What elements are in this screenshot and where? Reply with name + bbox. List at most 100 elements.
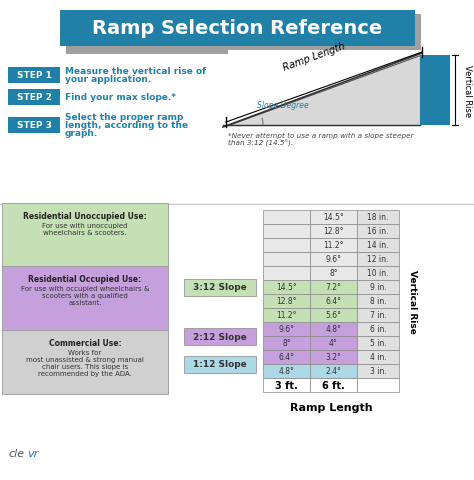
FancyBboxPatch shape xyxy=(357,211,399,225)
Text: Ramp Length: Ramp Length xyxy=(282,41,346,73)
FancyBboxPatch shape xyxy=(8,118,60,134)
FancyBboxPatch shape xyxy=(2,266,168,330)
FancyBboxPatch shape xyxy=(263,239,310,252)
Text: Measure the vertical rise of: Measure the vertical rise of xyxy=(65,67,206,76)
Text: Select the proper ramp: Select the proper ramp xyxy=(65,113,183,122)
Polygon shape xyxy=(228,56,420,126)
FancyBboxPatch shape xyxy=(184,279,256,296)
FancyBboxPatch shape xyxy=(357,323,399,336)
Text: Commercial Use:: Commercial Use: xyxy=(49,338,121,347)
FancyBboxPatch shape xyxy=(2,204,168,267)
FancyBboxPatch shape xyxy=(263,364,310,378)
Text: 16 in.: 16 in. xyxy=(367,227,389,236)
FancyBboxPatch shape xyxy=(263,266,310,280)
Text: 12 in.: 12 in. xyxy=(367,255,389,264)
Text: 6 in.: 6 in. xyxy=(370,325,386,334)
Text: STEP 3: STEP 3 xyxy=(17,121,52,130)
FancyBboxPatch shape xyxy=(184,328,256,345)
Text: Ramp Length: Ramp Length xyxy=(290,402,372,412)
FancyBboxPatch shape xyxy=(357,350,399,364)
Text: 9.6°: 9.6° xyxy=(326,255,341,264)
FancyBboxPatch shape xyxy=(310,323,357,336)
FancyBboxPatch shape xyxy=(310,225,357,239)
Text: length, according to the: length, according to the xyxy=(65,121,188,130)
Text: Slope Degree: Slope Degree xyxy=(257,101,309,110)
Text: 4 in.: 4 in. xyxy=(370,353,386,362)
Text: 3:12 Slope: 3:12 Slope xyxy=(193,283,247,292)
Text: Works for
most unassisted & strong manual
chair users. This slope is
recommended: Works for most unassisted & strong manua… xyxy=(26,349,144,376)
Text: 11.2°: 11.2° xyxy=(323,241,344,250)
FancyBboxPatch shape xyxy=(310,336,357,350)
FancyBboxPatch shape xyxy=(357,280,399,294)
FancyBboxPatch shape xyxy=(310,211,357,225)
FancyBboxPatch shape xyxy=(8,90,60,106)
Text: 12.8°: 12.8° xyxy=(276,297,297,306)
Text: 8 in.: 8 in. xyxy=(370,297,386,306)
Text: 3 ft.: 3 ft. xyxy=(275,380,298,390)
Text: Residential Unoccupied Use:: Residential Unoccupied Use: xyxy=(23,212,147,220)
FancyBboxPatch shape xyxy=(357,225,399,239)
Text: 5.6°: 5.6° xyxy=(326,311,341,320)
FancyBboxPatch shape xyxy=(263,336,310,350)
Text: 2:12 Slope: 2:12 Slope xyxy=(193,332,247,341)
FancyBboxPatch shape xyxy=(310,294,357,308)
Text: Vertical Rise: Vertical Rise xyxy=(409,269,418,333)
FancyBboxPatch shape xyxy=(357,239,399,252)
Text: *Never attempt to use a ramp with a slope steeper
than 3:12 (14.5°).: *Never attempt to use a ramp with a slop… xyxy=(228,133,414,147)
Text: Find your max slope.*: Find your max slope.* xyxy=(65,93,176,102)
Text: 5 in.: 5 in. xyxy=(370,339,386,348)
FancyBboxPatch shape xyxy=(263,252,310,266)
FancyBboxPatch shape xyxy=(310,266,357,280)
FancyBboxPatch shape xyxy=(263,308,310,323)
Text: 2.4°: 2.4° xyxy=(326,367,341,376)
Text: STEP 2: STEP 2 xyxy=(17,93,52,102)
Text: 10 in.: 10 in. xyxy=(367,269,389,278)
Text: cle: cle xyxy=(8,448,24,458)
FancyBboxPatch shape xyxy=(310,350,357,364)
Text: 4.8°: 4.8° xyxy=(326,325,341,334)
FancyBboxPatch shape xyxy=(310,280,357,294)
Text: 4.8°: 4.8° xyxy=(279,367,294,376)
Text: graph.: graph. xyxy=(65,129,98,138)
Text: 9.6°: 9.6° xyxy=(279,325,294,334)
Text: 14 in.: 14 in. xyxy=(367,241,389,250)
FancyBboxPatch shape xyxy=(357,294,399,308)
Text: 7.2°: 7.2° xyxy=(326,283,341,292)
FancyBboxPatch shape xyxy=(263,225,310,239)
Text: For use with occupied wheelchairs &
scooters with a qualified
assistant.: For use with occupied wheelchairs & scoo… xyxy=(21,286,149,305)
FancyBboxPatch shape xyxy=(184,356,256,373)
FancyBboxPatch shape xyxy=(310,239,357,252)
FancyBboxPatch shape xyxy=(263,323,310,336)
FancyBboxPatch shape xyxy=(228,51,455,126)
Text: 14.5°: 14.5° xyxy=(276,283,297,292)
Text: 4°: 4° xyxy=(329,339,338,348)
Text: vr: vr xyxy=(27,448,38,458)
FancyBboxPatch shape xyxy=(357,308,399,323)
Text: your application.: your application. xyxy=(65,75,151,84)
FancyBboxPatch shape xyxy=(357,364,399,378)
Text: 3.2°: 3.2° xyxy=(326,353,341,362)
FancyBboxPatch shape xyxy=(310,364,357,378)
Text: 3 in.: 3 in. xyxy=(370,367,386,376)
Text: For use with unoccupied
wheelchairs & scooters.: For use with unoccupied wheelchairs & sc… xyxy=(42,223,128,236)
FancyBboxPatch shape xyxy=(357,266,399,280)
Text: STEP 1: STEP 1 xyxy=(17,72,52,80)
Text: 6.4°: 6.4° xyxy=(326,297,341,306)
FancyBboxPatch shape xyxy=(357,378,399,392)
FancyBboxPatch shape xyxy=(310,252,357,266)
Text: 6.4°: 6.4° xyxy=(279,353,294,362)
FancyBboxPatch shape xyxy=(420,56,450,126)
FancyBboxPatch shape xyxy=(310,308,357,323)
Text: 8°: 8° xyxy=(329,269,338,278)
FancyBboxPatch shape xyxy=(263,211,310,225)
Text: 9 in.: 9 in. xyxy=(370,283,386,292)
Text: 8°: 8° xyxy=(282,339,291,348)
Text: Residential Occupied Use:: Residential Occupied Use: xyxy=(28,275,142,283)
FancyBboxPatch shape xyxy=(8,68,60,84)
FancyBboxPatch shape xyxy=(310,378,357,392)
FancyBboxPatch shape xyxy=(2,330,168,394)
Text: Vertical Rise: Vertical Rise xyxy=(464,65,473,117)
Text: 1:12 Slope: 1:12 Slope xyxy=(193,360,247,369)
FancyBboxPatch shape xyxy=(60,11,415,47)
FancyBboxPatch shape xyxy=(357,252,399,266)
